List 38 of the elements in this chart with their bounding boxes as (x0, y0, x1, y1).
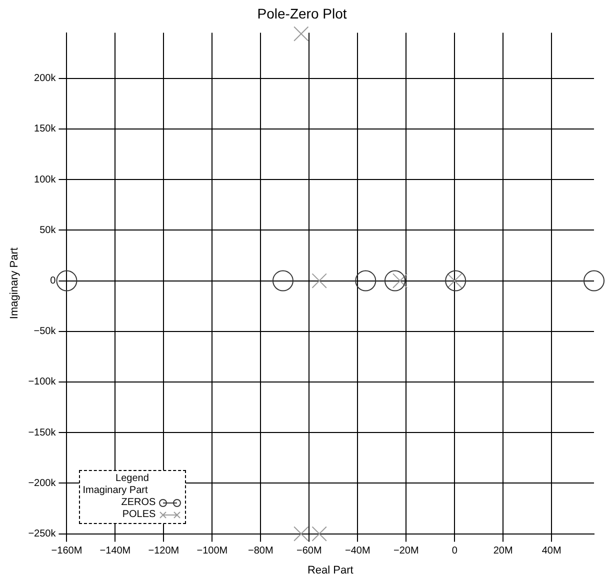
y-tick-label: 50k (40, 224, 57, 236)
x-tick-label: −40M (344, 546, 370, 557)
point (312, 526, 327, 542)
y-tick-label: −100k (28, 376, 57, 388)
y-tick-label: −200k (28, 478, 57, 489)
y-tick-label: −250k (28, 528, 57, 540)
point (584, 270, 604, 292)
point (445, 270, 466, 292)
point (384, 270, 406, 292)
x-tick-label: 0 (452, 546, 458, 557)
y-axis-title: Imaginary Part (8, 248, 21, 320)
x-tick-label: −60M (296, 546, 322, 557)
x-tick-label: −100M (196, 546, 228, 557)
x-tick-label: −160M (51, 546, 82, 557)
x-axis-title: Real Part (307, 564, 354, 576)
x-tick-label: −120M (148, 546, 180, 557)
x-tick-label: 40M (542, 546, 562, 557)
point (294, 526, 309, 542)
y-tick-label: −150k (28, 427, 57, 438)
x-tick-label: −80M (248, 546, 274, 557)
point (355, 270, 376, 292)
legend-label: POLES (122, 508, 156, 521)
x-tick-label: −20M (393, 546, 419, 557)
chart-title: Pole-Zero Plot (257, 5, 347, 22)
annotation: Imaginary Part (82, 484, 149, 497)
point (312, 273, 327, 288)
legend-label: ZEROS (121, 496, 156, 509)
y-tick-label: 0 (50, 276, 56, 287)
x-tick-label: −140M (100, 546, 131, 557)
y-tick-label: 200k (34, 73, 57, 84)
point (294, 26, 309, 42)
point (272, 270, 294, 292)
legend-title: Legend (114, 472, 150, 485)
x-tick-label: 20M (493, 546, 513, 557)
y-tick-label: 100k (34, 174, 57, 186)
y-tick-label: 150k (34, 124, 57, 135)
point (56, 270, 78, 292)
y-tick-label: −50k (34, 326, 57, 338)
